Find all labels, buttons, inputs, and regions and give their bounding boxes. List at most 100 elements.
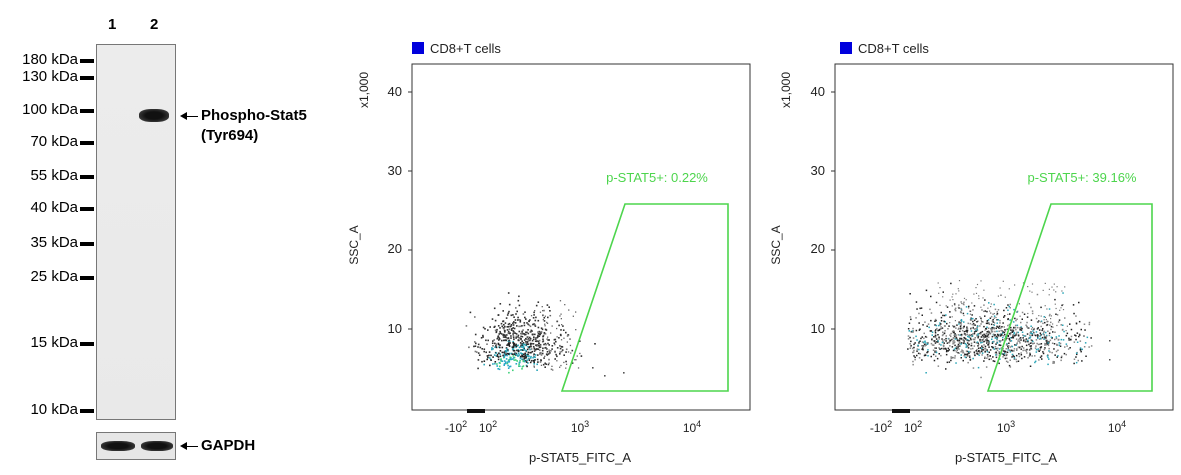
cell-event-dot [930, 330, 933, 332]
cell-event-dot [1034, 355, 1036, 357]
cell-event-dot [978, 295, 980, 297]
cell-event-dot [912, 331, 914, 333]
cell-event-dot [507, 332, 510, 334]
cell-event-dot [508, 339, 510, 342]
cell-event-dot [1048, 341, 1050, 343]
cell-event-dot [1030, 342, 1033, 344]
cell-event-dot [981, 347, 983, 350]
cell-event-dot [520, 344, 522, 347]
cell-event-dot [976, 352, 978, 355]
cell-event-dot [515, 353, 517, 356]
cell-event-dot [960, 351, 962, 353]
cell-event-dot [962, 351, 965, 354]
cell-event-dot [1020, 339, 1022, 341]
cell-event-dot [1027, 339, 1029, 342]
cell-event-dot [507, 367, 510, 369]
cell-event-dot [954, 349, 956, 352]
cell-event-dot [960, 337, 963, 340]
cell-event-dot [1075, 338, 1077, 341]
marker-40: 40 kDa [30, 199, 78, 216]
cell-event-dot [1002, 322, 1004, 324]
cell-event-dot [958, 352, 960, 354]
cell-event-dot [499, 355, 502, 358]
cell-event-dot [505, 354, 507, 356]
cell-event-dot [513, 327, 516, 330]
cell-event-dot [542, 347, 544, 350]
cell-event-dot [482, 336, 484, 338]
cell-event-dot [956, 349, 958, 351]
cell-event-dot [930, 312, 933, 314]
cell-event-dot [999, 335, 1002, 337]
cell-event-dot [1003, 326, 1005, 328]
cell-event-dot [569, 338, 571, 340]
cell-event-dot [1057, 321, 1060, 323]
cell-event-dot [531, 350, 534, 353]
cell-event-dot [969, 337, 972, 339]
cell-event-dot [499, 332, 502, 335]
cell-event-dot [996, 312, 999, 315]
cell-event-dot [988, 346, 990, 348]
cell-event-dot [1079, 340, 1082, 342]
cell-event-dot [505, 347, 508, 349]
cell-event-dot [512, 369, 514, 372]
cell-event-dot [545, 363, 547, 365]
cell-event-dot [988, 302, 990, 304]
cell-event-dot [1041, 336, 1044, 339]
cell-event-dot [1018, 353, 1020, 355]
cell-event-dot [529, 361, 532, 364]
cell-event-dot [948, 341, 951, 344]
cell-event-dot [933, 359, 936, 362]
cell-event-dot [1026, 352, 1028, 354]
cell-event-dot [924, 353, 926, 356]
cell-event-dot [928, 326, 930, 329]
cell-event-dot [1027, 357, 1029, 359]
cell-event-dot [976, 325, 979, 328]
cell-event-dot [974, 337, 976, 339]
cell-event-dot [996, 335, 998, 338]
cell-event-dot [999, 333, 1001, 336]
cell-event-dot [517, 349, 520, 351]
cell-event-dot [527, 357, 530, 360]
cell-event-dot [967, 361, 969, 364]
cell-event-dot [1056, 324, 1058, 327]
cell-event-dot [1013, 308, 1015, 311]
cell-event-dot [1038, 338, 1041, 340]
cell-event-dot [501, 346, 504, 349]
cell-event-dot [1029, 352, 1031, 354]
band-label-site: (Tyr694) [201, 127, 259, 144]
cell-event-dot [1003, 316, 1005, 318]
cell-event-dot [579, 352, 581, 355]
cell-event-dot [999, 348, 1001, 350]
cell-event-dot [529, 343, 532, 346]
cell-event-dot [510, 358, 512, 361]
cell-event-dot [1084, 342, 1087, 344]
cell-event-dot [1003, 331, 1006, 334]
cell-event-dot [1041, 329, 1043, 332]
cell-event-dot [915, 301, 918, 303]
cell-event-dot [561, 349, 564, 351]
cell-event-dot [512, 357, 515, 359]
cell-event-dot [1032, 340, 1034, 343]
cell-event-dot [1083, 346, 1086, 348]
cell-event-dot [1010, 329, 1012, 331]
cell-event-dot [481, 348, 483, 350]
cell-event-dot [525, 341, 527, 343]
cell-event-dot [948, 325, 950, 327]
cell-event-dot [973, 353, 976, 355]
cell-event-dot [914, 358, 916, 361]
cell-event-dot [989, 349, 992, 351]
cell-event-dot [1052, 360, 1054, 363]
cell-event-dot [951, 346, 954, 348]
cell-event-dot [1006, 357, 1008, 359]
cell-event-dot [513, 332, 515, 334]
cell-event-dot [1009, 319, 1011, 321]
cell-event-dot [951, 305, 953, 307]
cell-event-dot [1052, 331, 1054, 333]
cell-event-dot [503, 351, 505, 354]
cell-event-dot [963, 330, 966, 333]
cell-event-dot [986, 335, 988, 337]
cell-event-dot [1020, 329, 1023, 331]
cell-event-dot [993, 348, 995, 350]
cell-event-dot [954, 308, 956, 311]
cell-event-dot [1054, 338, 1056, 341]
